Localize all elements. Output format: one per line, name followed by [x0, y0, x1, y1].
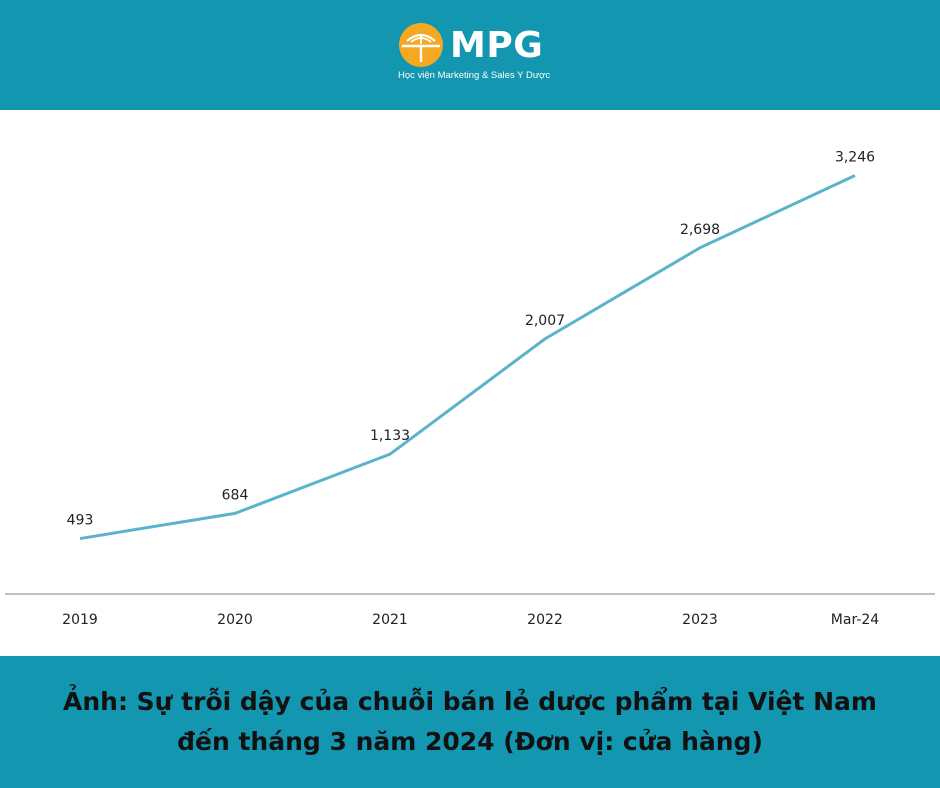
data-label: 684 — [222, 487, 249, 503]
brand-name: MPG — [450, 24, 544, 66]
brand-tagline: Học viện Marketing & Sales Y Dược — [398, 70, 551, 81]
data-label: 1,133 — [370, 428, 410, 444]
chart-panel: 493 2019 684 2020 1,133 2021 2,007 2022 2,698 202… — [0, 110, 940, 656]
brand-logo: MPG — [398, 22, 543, 68]
data-label: 2,698 — [680, 222, 720, 238]
header-banner: MPG Học viện Marketing & Sales Y Dược — [0, 0, 940, 110]
line-chart: 493 2019 684 2020 1,133 2021 2,007 2022 2,698 202… — [5, 149, 935, 628]
caption-line-2: đến tháng 3 năm 2024 (Đơn vị: cửa hàng) — [177, 727, 763, 756]
data-label: 493 — [67, 513, 94, 529]
caption-banner: Ảnh: Sự trỗi dậy của chuỗi bán lẻ dược p… — [0, 656, 940, 788]
palm-tree-icon — [399, 23, 443, 67]
x-tick-label: Mar-24 — [831, 612, 879, 628]
series-line — [79, 174, 856, 541]
data-label: 2,007 — [525, 313, 565, 329]
data-label: 3,246 — [835, 149, 875, 165]
x-tick-label: 2022 — [527, 612, 563, 628]
x-tick-label: 2020 — [217, 612, 253, 628]
x-tick-label: 2021 — [372, 612, 408, 628]
caption-line-1: Ảnh: Sự trỗi dậy của chuỗi bán lẻ dược p… — [63, 687, 877, 716]
x-tick-label: 2019 — [62, 612, 98, 628]
x-tick-label: 2023 — [682, 612, 718, 628]
